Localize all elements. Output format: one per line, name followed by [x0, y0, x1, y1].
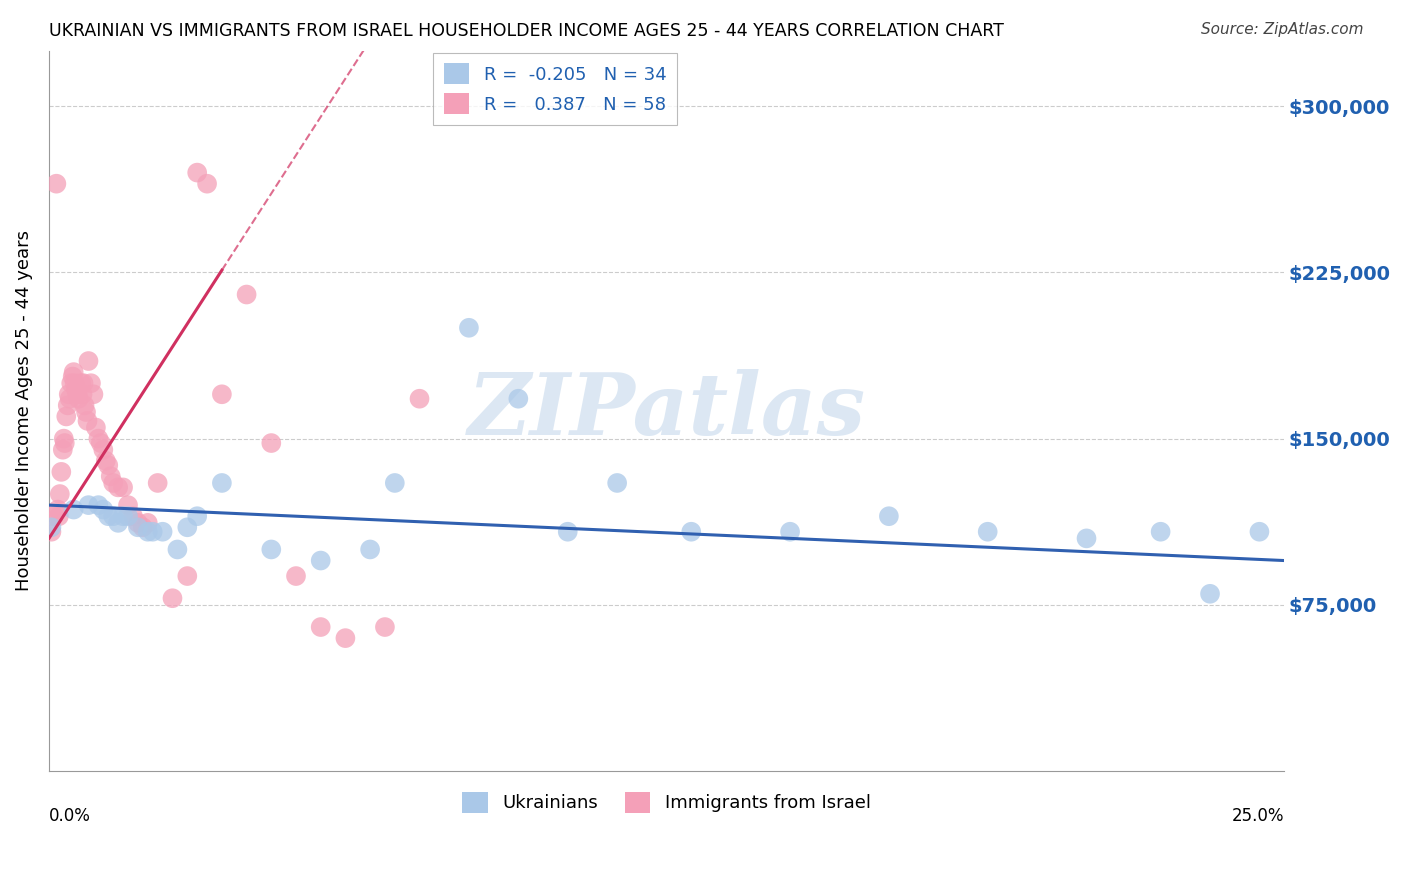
Point: [46, 502, 69, 516]
Y-axis label: Householder Income Ages 25 - 44 years: Householder Income Ages 25 - 44 years: [15, 230, 32, 591]
Point: [42, 509, 65, 524]
Point: [97, 509, 120, 524]
Text: Source: ZipAtlas.com: Source: ZipAtlas.com: [1201, 22, 1364, 37]
Point: [52, 442, 75, 457]
Point: [82, 387, 104, 401]
Point: [260, 542, 283, 557]
Point: [136, 524, 159, 539]
Point: [122, 509, 145, 524]
Point: [335, 631, 357, 645]
Point: [1149, 524, 1171, 539]
Point: [458, 320, 481, 334]
Point: [1249, 524, 1271, 539]
Point: [142, 524, 165, 539]
Point: [73, 398, 96, 412]
Point: [48, 509, 70, 524]
Point: [56, 398, 79, 412]
Point: [77, 498, 100, 512]
Text: UKRAINIAN VS IMMIGRANTS FROM ISRAEL HOUSEHOLDER INCOME AGES 25 - 44 YEARS CORREL: UKRAINIAN VS IMMIGRANTS FROM ISRAEL HOUS…: [49, 22, 1004, 40]
Point: [107, 516, 129, 530]
Point: [77, 354, 100, 368]
Point: [59, 392, 82, 406]
Point: [97, 458, 120, 473]
Point: [976, 524, 998, 539]
Point: [186, 166, 208, 180]
Point: [62, 502, 84, 516]
Point: [72, 387, 94, 401]
Point: [107, 480, 129, 494]
Point: [309, 620, 332, 634]
Point: [91, 502, 114, 516]
Point: [166, 542, 188, 557]
Point: [176, 569, 198, 583]
Point: [91, 442, 114, 457]
Point: [127, 520, 149, 534]
Point: [62, 369, 84, 384]
Point: [384, 475, 406, 490]
Point: [53, 436, 76, 450]
Point: [70, 376, 93, 391]
Point: [41, 520, 63, 534]
Text: 25.0%: 25.0%: [1232, 807, 1284, 825]
Point: [162, 591, 184, 606]
Point: [359, 542, 381, 557]
Point: [76, 414, 98, 428]
Point: [65, 383, 87, 397]
Point: [66, 387, 89, 401]
Text: ZIPatlas: ZIPatlas: [467, 369, 866, 452]
Point: [374, 620, 396, 634]
Point: [112, 509, 135, 524]
Point: [235, 287, 257, 301]
Point: [408, 392, 430, 406]
Point: [55, 409, 77, 424]
Point: [127, 516, 149, 530]
Point: [51, 465, 73, 479]
Point: [84, 420, 107, 434]
Point: [211, 387, 233, 401]
Point: [557, 524, 579, 539]
Point: [60, 376, 83, 391]
Point: [67, 392, 90, 406]
Point: [87, 498, 110, 512]
Point: [62, 365, 84, 379]
Point: [1199, 587, 1222, 601]
Point: [72, 376, 94, 391]
Point: [152, 524, 174, 539]
Point: [136, 516, 159, 530]
Point: [146, 475, 169, 490]
Point: [1076, 532, 1098, 546]
Point: [606, 475, 628, 490]
Point: [112, 480, 135, 494]
Point: [103, 509, 125, 524]
Point: [94, 454, 117, 468]
Point: [117, 498, 139, 512]
Legend: Ukrainians, Immigrants from Israel: Ukrainians, Immigrants from Israel: [456, 784, 877, 820]
Point: [211, 475, 233, 490]
Point: [80, 376, 103, 391]
Point: [195, 177, 218, 191]
Point: [103, 475, 125, 490]
Point: [49, 487, 72, 501]
Point: [508, 392, 530, 406]
Point: [132, 520, 155, 534]
Point: [779, 524, 801, 539]
Point: [186, 509, 208, 524]
Point: [45, 177, 67, 191]
Point: [117, 509, 139, 524]
Point: [87, 432, 110, 446]
Point: [176, 520, 198, 534]
Point: [90, 436, 112, 450]
Point: [681, 524, 703, 539]
Point: [75, 405, 97, 419]
Point: [260, 436, 283, 450]
Point: [309, 553, 332, 567]
Point: [285, 569, 308, 583]
Point: [52, 432, 75, 446]
Point: [100, 469, 122, 483]
Point: [41, 524, 63, 539]
Point: [58, 387, 80, 401]
Point: [63, 376, 86, 391]
Text: 0.0%: 0.0%: [49, 807, 91, 825]
Point: [877, 509, 900, 524]
